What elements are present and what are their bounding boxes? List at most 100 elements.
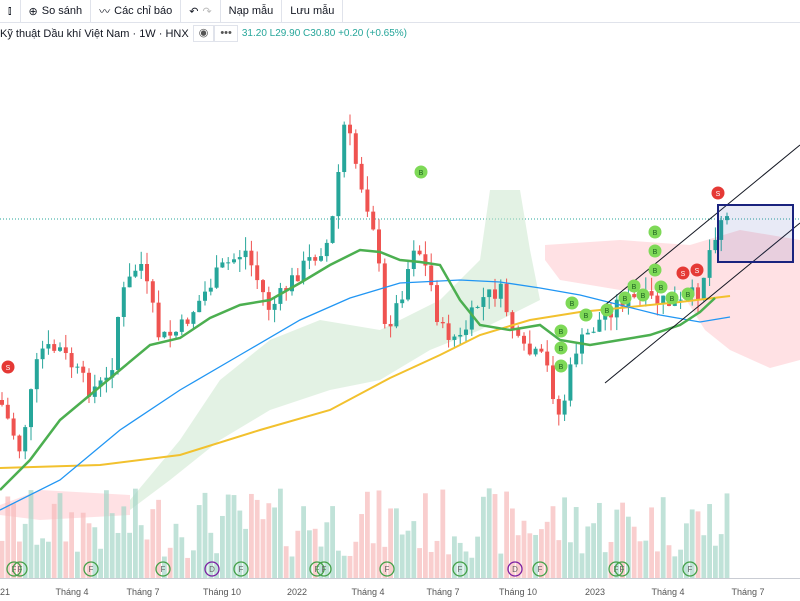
candle-body [203, 291, 207, 301]
candle-body [29, 389, 33, 428]
svg-text:B: B [623, 296, 628, 303]
candle-body [440, 321, 445, 324]
candle-body [261, 280, 265, 293]
candle-body [574, 353, 579, 365]
volume-bar [324, 522, 330, 578]
candle-body [377, 229, 381, 264]
volume-bar [481, 496, 486, 578]
volume-bar [127, 532, 132, 578]
candle-body [545, 351, 550, 366]
volume-bar [272, 507, 277, 578]
svg-text:F: F [18, 565, 23, 574]
candle-body [458, 334, 463, 337]
volume-bar [278, 488, 283, 578]
svg-text:F: F [322, 565, 327, 574]
sell-signal: S [676, 266, 690, 280]
volume-bar [249, 493, 254, 578]
candle-body [58, 347, 62, 351]
volume-bar [631, 526, 637, 578]
volume-bar [167, 547, 173, 578]
save-template-button[interactable]: Lưu mẫu [282, 0, 344, 22]
event-marker: F [83, 561, 99, 577]
event-marker: F [379, 561, 395, 577]
volume-bar [417, 548, 422, 578]
volume-bar [602, 552, 608, 578]
volume-bar [353, 541, 359, 578]
volume-bar [440, 489, 446, 578]
candle-body [464, 329, 468, 335]
event-marker: F [614, 561, 630, 577]
volume-bar [486, 488, 492, 578]
candle-body [516, 328, 521, 336]
candle-body [191, 312, 196, 324]
volume-bar [266, 503, 272, 578]
compare-button[interactable]: ⊕ So sánh [21, 0, 92, 22]
volume-bar [568, 542, 573, 578]
candle-body [493, 289, 497, 299]
more-icon[interactable]: ••• [214, 25, 238, 42]
volume-bar [80, 512, 86, 578]
volume-bar [185, 557, 190, 578]
svg-text:F: F [538, 565, 543, 574]
candle-body [359, 163, 364, 190]
candle-body [232, 259, 236, 263]
volume-bar [718, 534, 724, 578]
volume-bar [591, 523, 596, 578]
chart-style-button[interactable]: ⫾ [0, 0, 21, 22]
ohlc-values: 31.20 L29.90 C30.80 +0.20 (+0.65%) [241, 28, 408, 39]
candle-body [632, 294, 637, 298]
candle-body [522, 335, 526, 344]
candle-body [87, 372, 91, 397]
candle-body [46, 344, 51, 349]
volume-bar [359, 514, 364, 578]
volume-bar [614, 509, 620, 578]
candle-body [295, 275, 300, 282]
volume-bar [492, 494, 498, 578]
volume-bar [556, 540, 562, 578]
candle-body [452, 336, 457, 340]
volume-bar [156, 499, 161, 578]
volume-bar [40, 538, 45, 578]
volume-bar [695, 511, 701, 578]
volume-bar [394, 508, 399, 578]
eye-icon[interactable]: ◉ [192, 25, 215, 42]
volume-bar [689, 509, 695, 578]
volume-bar [144, 539, 150, 578]
volume-bar [533, 534, 538, 578]
candle-body [469, 307, 474, 330]
candle-body [63, 347, 68, 354]
candle-body [168, 331, 173, 336]
volume-bar [0, 540, 5, 578]
redo-icon[interactable]: ↷ [202, 5, 212, 18]
volume-bar [196, 505, 202, 578]
candle-body [365, 189, 370, 212]
candle-body [110, 370, 115, 378]
volume-bar [405, 530, 411, 578]
svg-text:B: B [659, 285, 664, 292]
load-template-button[interactable]: Nạp mẫu [221, 0, 283, 22]
svg-text:B: B [653, 268, 658, 275]
buy-signal: B [648, 263, 662, 277]
event-marker: F [155, 561, 171, 577]
volume-bar [388, 508, 393, 578]
candle-body [713, 239, 718, 251]
event-marker: F [682, 561, 698, 577]
volume-bar [579, 553, 585, 578]
volume-bar [283, 546, 289, 578]
candle-body [243, 250, 248, 258]
indicators-button[interactable]: 〰 Các chỉ báo [91, 0, 182, 22]
volume-bar [678, 549, 683, 578]
buy-signal: B [681, 287, 695, 301]
candle-body [249, 250, 254, 266]
time-axis: 21 Tháng 4 Tháng 7 Tháng 10 2022 Tháng 4 Tháng… [0, 578, 800, 601]
candle-body [133, 270, 138, 277]
buy-signal: B [618, 291, 632, 305]
candle-body [319, 256, 323, 261]
symbol-title[interactable]: Kỹ thuật Dầu khí Việt Nam · 1W · HNX [0, 26, 193, 41]
candle-body [597, 319, 602, 332]
buy-signal: B [554, 341, 568, 355]
undo-icon[interactable]: ↶ [189, 5, 199, 18]
plus-circle-icon: ⊕ [28, 5, 38, 18]
